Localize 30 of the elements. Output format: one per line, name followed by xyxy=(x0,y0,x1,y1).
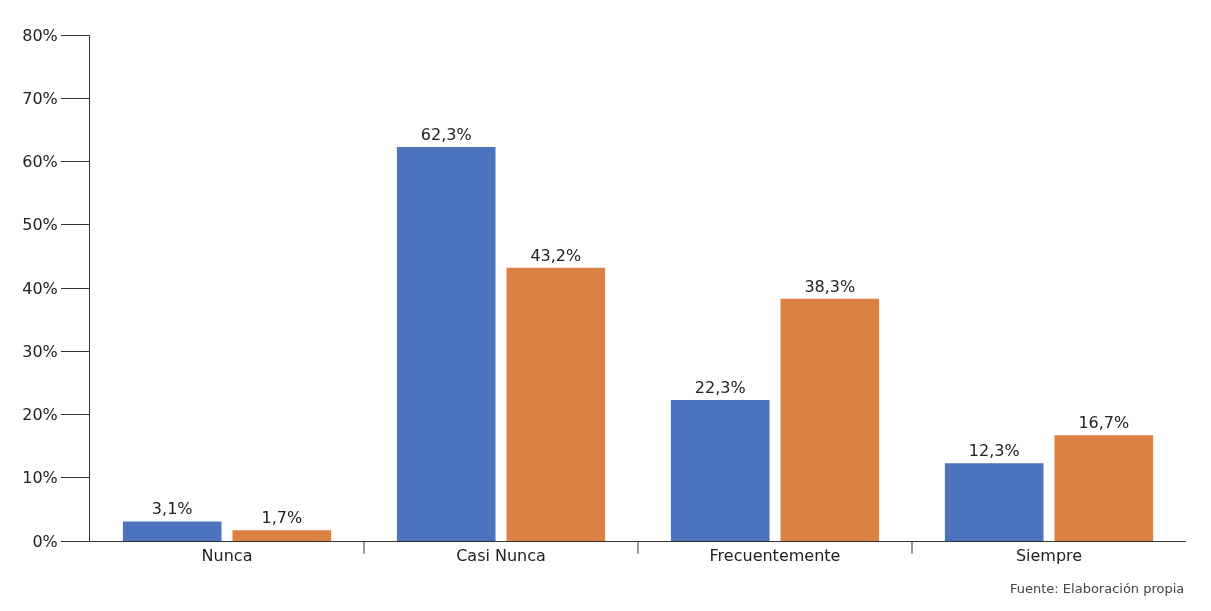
y-tick-label: 10% xyxy=(22,468,58,488)
data-label: 43,2% xyxy=(530,245,582,265)
y-tick-label: 30% xyxy=(22,341,58,361)
bar xyxy=(780,298,880,541)
y-tick-label: 20% xyxy=(22,405,58,425)
x-tick-label: Casi Nunca xyxy=(456,546,546,566)
data-label: 3,1% xyxy=(151,499,193,519)
data-label: 12,3% xyxy=(968,441,1020,461)
data-label: 1,7% xyxy=(261,508,303,528)
x-tick-label: Siempre xyxy=(1015,546,1083,566)
bar xyxy=(506,267,606,541)
source-note: Fuente: Elaboración propia xyxy=(1010,581,1185,596)
y-tick-label: 50% xyxy=(22,215,58,235)
data-label: 16,7% xyxy=(1078,413,1130,433)
x-tick-label: Nunca xyxy=(201,546,253,566)
bar xyxy=(396,146,496,541)
y-tick-label: 80% xyxy=(22,25,58,45)
bar xyxy=(122,521,222,541)
y-tick-label: 40% xyxy=(22,278,58,298)
y-tick-label: 60% xyxy=(22,152,58,172)
y-tick-label: 70% xyxy=(22,88,58,108)
y-tick-label: 0% xyxy=(32,531,58,551)
x-tick-label: Frecuentemente xyxy=(709,546,841,566)
bar xyxy=(232,530,332,541)
bar xyxy=(670,399,770,541)
data-label: 38,3% xyxy=(804,276,856,296)
data-label: 22,3% xyxy=(694,377,746,397)
bar xyxy=(1054,435,1154,541)
bar xyxy=(944,463,1044,541)
data-label: 62,3% xyxy=(420,124,472,144)
